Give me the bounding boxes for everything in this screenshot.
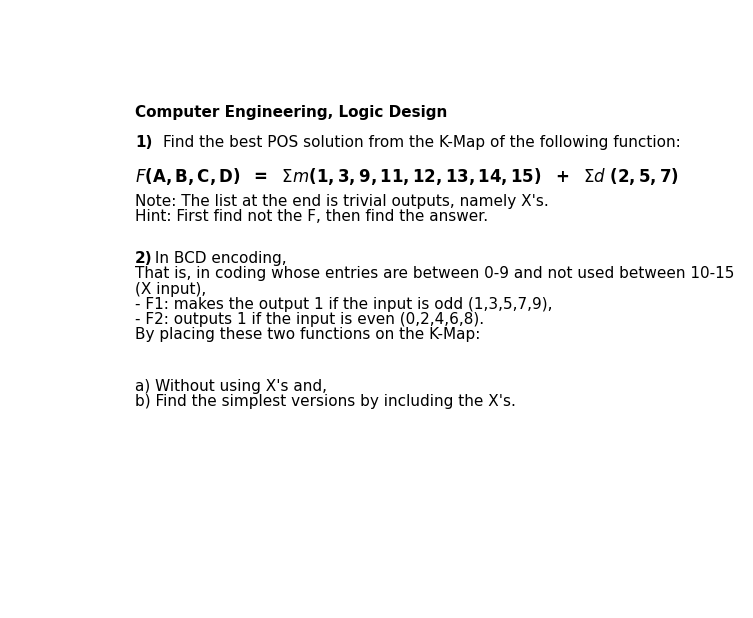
Text: In BCD encoding,: In BCD encoding, xyxy=(150,251,286,266)
Text: By placing these two functions on the K-Map:: By placing these two functions on the K-… xyxy=(135,328,480,342)
Text: Note: The list at the end is trivial outputs, namely X's.: Note: The list at the end is trivial out… xyxy=(135,194,549,209)
Text: - F2: outputs 1 if the input is even (0,2,4,6,8).: - F2: outputs 1 if the input is even (0,… xyxy=(135,312,484,327)
Text: Hint: First find not the F, then find the answer.: Hint: First find not the F, then find th… xyxy=(135,210,488,224)
Text: $\bf{\it{F}}$$\bf{(A,B,C,D)\ \ =\ \ }$$\bf{\it{\Sigma m}}$$\bf{(1,3,9,11,12,13,1: $\bf{\it{F}}$$\bf{(A,B,C,D)\ \ =\ \ }$$\… xyxy=(135,166,679,187)
Text: That is, in coding whose entries are between 0-9 and not used between 10-15: That is, in coding whose entries are bet… xyxy=(135,266,734,281)
Text: 1): 1) xyxy=(135,135,152,150)
Text: Computer Engineering, Logic Design: Computer Engineering, Logic Design xyxy=(135,105,447,120)
Text: (X input),: (X input), xyxy=(135,282,206,297)
Text: a) Without using X's and,: a) Without using X's and, xyxy=(135,379,327,394)
Text: - F1: makes the output 1 if the input is odd (1,3,5,7,9),: - F1: makes the output 1 if the input is… xyxy=(135,297,553,312)
Text: Find the best POS solution from the K-Map of the following function:: Find the best POS solution from the K-Ma… xyxy=(163,135,681,150)
Text: 2): 2) xyxy=(135,251,153,266)
Text: b) Find the simplest versions by including the X's.: b) Find the simplest versions by includi… xyxy=(135,394,516,409)
